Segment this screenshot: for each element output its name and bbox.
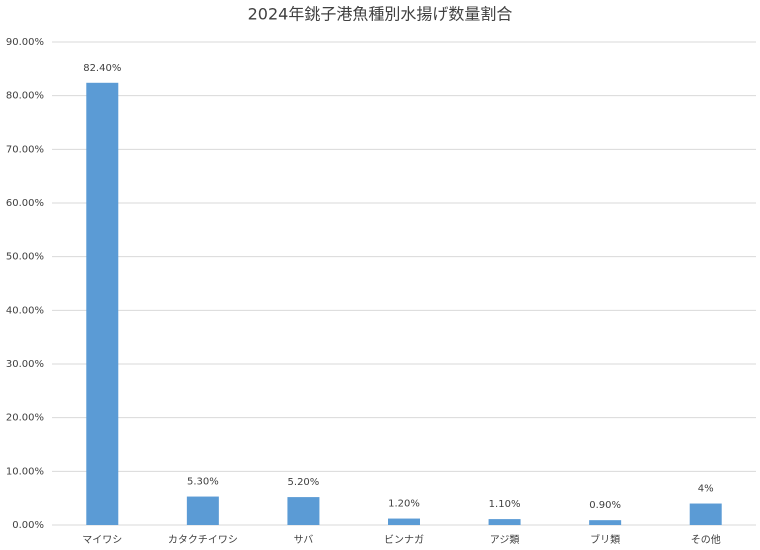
bar: [86, 82, 119, 525]
y-tick-label: 40.00%: [6, 305, 44, 316]
bar: [287, 497, 320, 525]
bar: [488, 519, 521, 525]
x-tick-label: サバ: [294, 534, 314, 546]
y-tick-label: 30.00%: [6, 359, 44, 370]
x-tick-label: その他: [691, 533, 721, 546]
data-label: 5.20%: [288, 477, 320, 488]
bar: [388, 518, 420, 525]
x-tick-label: ビンナガ: [384, 534, 424, 546]
chart-title: 2024年銚子港魚種別水揚げ数量割合: [248, 5, 513, 24]
data-label: 5.30%: [187, 477, 219, 488]
x-tick-label: カタクチイワシ: [168, 534, 238, 546]
data-label: 0.90%: [589, 500, 621, 511]
x-tick-label: ブリ類: [590, 533, 620, 546]
y-tick-label: 50.00%: [6, 252, 44, 263]
y-tick-label: 70.00%: [6, 144, 44, 155]
data-label: 1.20%: [388, 499, 420, 510]
data-label: 4%: [698, 484, 714, 495]
y-tick-label: 80.00%: [6, 91, 44, 102]
x-tick-label: マイワシ: [82, 535, 122, 546]
y-tick-label: 10.00%: [6, 466, 44, 477]
bar: [589, 520, 622, 525]
data-label: 82.40%: [83, 63, 121, 74]
x-tick-label: アジ類: [490, 534, 520, 546]
bar: [689, 503, 722, 525]
data-label: 1.10%: [489, 499, 521, 510]
y-tick-label: 0.00%: [12, 520, 44, 531]
bar: [186, 496, 219, 525]
y-tick-label: 60.00%: [6, 198, 44, 209]
y-tick-label: 90.00%: [6, 37, 44, 48]
y-tick-label: 20.00%: [6, 413, 44, 424]
